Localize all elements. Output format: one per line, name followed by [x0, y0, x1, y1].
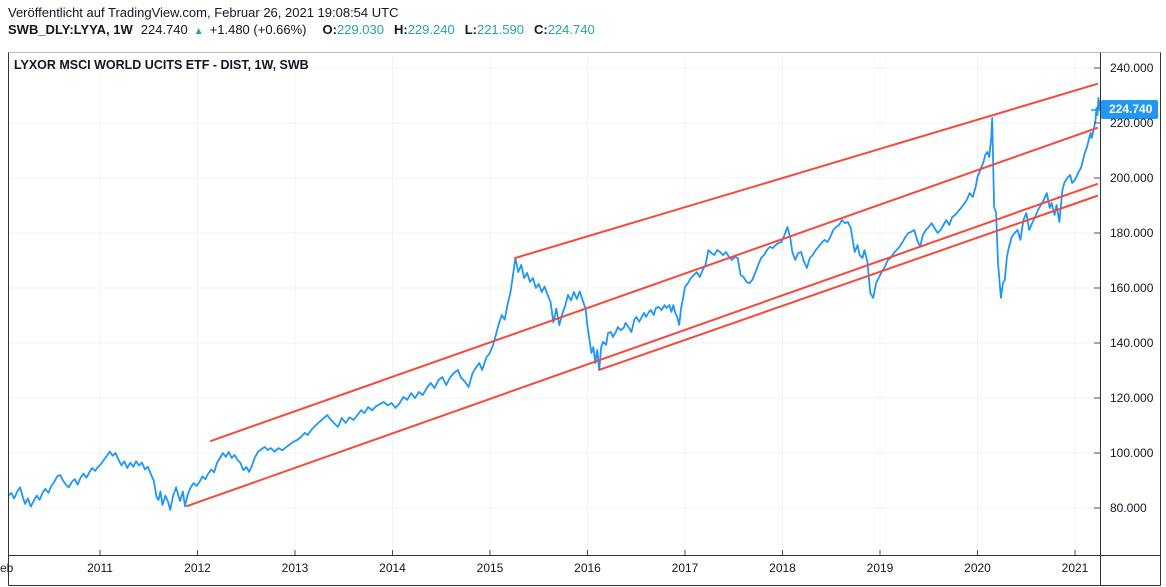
ohlc-value: 229.030: [336, 22, 384, 37]
up-arrow-icon: ▲: [193, 26, 204, 37]
trend-line-support-from-2016-low[interactable]: [598, 194, 1099, 371]
price-series-line[interactable]: [8, 97, 1100, 511]
ohlc-label: C:: [533, 22, 548, 37]
ohlc-value: 224.740: [547, 22, 595, 37]
ohlc-label: H:: [393, 22, 408, 37]
published-caption: Veröffentlicht auf TradingView.com, Febr…: [8, 5, 399, 20]
symbol-name[interactable]: SWB_DLY:LYYA, 1W: [8, 22, 133, 37]
trend-line-resistance-from-2015-high[interactable]: [514, 82, 1099, 260]
ohlc-value: 221.590: [476, 22, 524, 37]
symbol-status-line: SWB_DLY:LYYA, 1W 224.740 ▲ +1.480 (+0.66%) O…: [8, 22, 605, 37]
trend-line-channel-lower[interactable]: [186, 183, 1099, 508]
trend-line-channel-upper[interactable]: [209, 126, 1099, 442]
price-change: +1.480 (+0.66%): [209, 22, 307, 37]
ohlc-values: O:229.030 H:229.240 L:221.590 C:224.740: [323, 22, 605, 37]
ohlc-label: L:: [464, 22, 477, 37]
ohlc-label: O:: [322, 22, 337, 37]
ohlc-value: 229.240: [407, 22, 455, 37]
last-price-value: 224.740: [140, 22, 188, 37]
